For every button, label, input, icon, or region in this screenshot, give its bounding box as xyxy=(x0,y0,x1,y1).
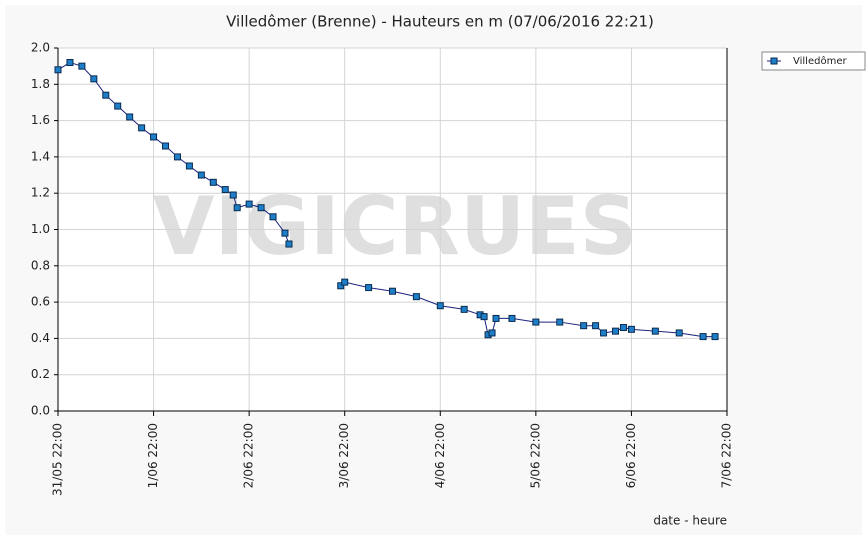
y-tick-label: 0.0 xyxy=(31,404,50,418)
marker xyxy=(102,91,110,99)
marker xyxy=(281,229,289,237)
y-tick-label: 1.2 xyxy=(31,186,50,200)
x-tick-label: 3/06 22:00 xyxy=(337,423,351,488)
marker xyxy=(197,171,205,179)
marker xyxy=(221,186,229,194)
marker xyxy=(54,66,62,74)
x-axis-label: date - heure xyxy=(653,514,727,528)
marker xyxy=(492,314,500,322)
x-tick-label: 5/06 22:00 xyxy=(528,423,542,488)
marker xyxy=(600,329,608,337)
marker xyxy=(114,102,122,110)
marker xyxy=(285,240,293,248)
y-tick-label: 0.8 xyxy=(31,258,50,272)
y-tick-label: 1.4 xyxy=(31,149,50,163)
marker xyxy=(209,178,217,186)
y-tick-label: 1.0 xyxy=(31,222,50,236)
marker xyxy=(269,213,277,221)
marker xyxy=(711,333,719,341)
marker xyxy=(488,329,496,337)
marker xyxy=(150,133,158,141)
legend-marker xyxy=(770,57,778,65)
marker xyxy=(508,314,516,322)
marker xyxy=(651,327,659,335)
marker xyxy=(389,287,396,295)
marker xyxy=(257,204,265,212)
marker xyxy=(66,59,74,67)
marker xyxy=(173,153,181,161)
marker xyxy=(699,333,707,341)
x-tick-label: 2/06 22:00 xyxy=(242,423,256,488)
y-tick-label: 0.6 xyxy=(31,295,50,309)
marker xyxy=(675,329,683,337)
marker xyxy=(337,282,345,290)
marker xyxy=(412,293,420,301)
marker xyxy=(592,322,600,330)
marker xyxy=(162,142,170,150)
y-tick-label: 1.8 xyxy=(31,77,50,91)
x-tick-label: 4/06 22:00 xyxy=(433,423,447,488)
marker xyxy=(619,324,627,332)
legend-box xyxy=(761,51,866,71)
y-tick-label: 1.6 xyxy=(31,113,50,127)
marker xyxy=(233,204,241,212)
marker xyxy=(365,284,373,292)
marker xyxy=(436,302,444,310)
legend-label: Villedômer xyxy=(793,55,847,67)
x-tick-label: 1/06 22:00 xyxy=(146,423,160,488)
y-tick-label: 2.0 xyxy=(31,41,50,55)
marker xyxy=(580,322,588,330)
marker xyxy=(245,200,253,208)
marker xyxy=(480,313,488,321)
marker xyxy=(138,124,146,132)
marker xyxy=(126,113,134,121)
y-tick-label: 0.4 xyxy=(31,331,50,345)
marker xyxy=(229,191,237,199)
y-tick-label: 0.2 xyxy=(31,367,50,381)
marker xyxy=(627,325,635,333)
watermark: VIGICRUES xyxy=(153,180,638,273)
series-line xyxy=(57,61,290,245)
marker xyxy=(90,75,98,83)
marker xyxy=(185,162,193,170)
x-tick-label: 6/06 22:00 xyxy=(624,423,638,488)
chart-title: Villedômer (Brenne) - Hauteurs en m (07/… xyxy=(226,13,654,31)
marker xyxy=(341,278,349,286)
marker xyxy=(556,318,564,326)
marker xyxy=(78,62,86,70)
x-tick-label: 7/06 22:00 xyxy=(720,423,734,488)
x-tick-label: 31/05 22:00 xyxy=(51,423,65,496)
marker xyxy=(612,327,619,335)
marker xyxy=(460,305,468,313)
marker xyxy=(532,318,540,326)
